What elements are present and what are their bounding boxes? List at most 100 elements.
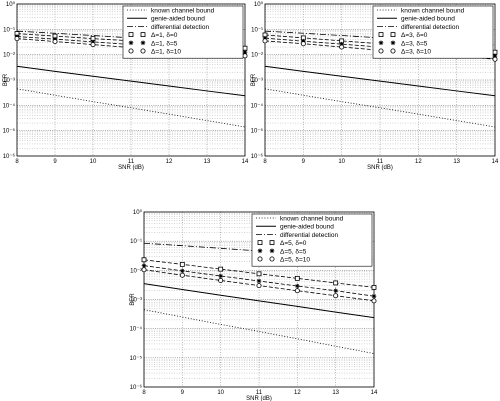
legend-label: Δ=5, δ=10 [280,257,310,264]
x-tick-label: 9 [53,159,57,165]
data-point [301,38,306,44]
legend-marker [390,32,396,37]
y-tick-label: 10⁻¹ [3,27,15,33]
data-point [371,298,377,304]
data-point [256,283,262,289]
data-point [294,275,300,281]
y-tick-label: 10⁻¹ [251,27,263,33]
legend-marker [140,48,146,54]
y-tick-label: 10⁰ [6,1,16,8]
y-tick-label: 10⁰ [133,209,143,216]
data-point [179,272,185,278]
y-tick-label: 10⁻⁵ [251,128,264,135]
data-point [300,41,306,47]
data-point [333,288,338,294]
legend-label: known channel bound [151,8,215,15]
legend-marker [257,248,263,254]
legend-marker [128,48,134,54]
series-line [264,65,496,97]
x-tick-label: 8 [15,159,19,165]
y-tick-label: 10⁻² [130,268,142,274]
legend-label: differential detection [401,24,459,31]
x-tick-label: 14 [242,159,249,165]
data-point [242,45,248,51]
y-tick-label: 10⁻⁶ [3,153,16,160]
legend-marker [128,32,134,37]
data-point [90,42,96,48]
data-point [333,293,339,299]
series-line [16,88,246,128]
axes-frame [16,3,246,157]
x-tick-label: 12 [166,159,173,165]
y-tick-label: 10⁻⁵ [130,355,143,362]
y-tick-label: 10⁻⁵ [3,128,16,135]
legend-marker [257,240,263,246]
data-point [218,277,224,283]
legend-marker [257,256,263,262]
data-point [180,268,185,274]
legend-label: genie-aided bound [280,224,334,231]
x-tick-label: 8 [263,159,267,165]
legend-marker [378,48,384,54]
x-tick-label: 9 [181,390,185,396]
x-tick-label: 13 [204,159,211,165]
legend-marker [269,256,275,262]
legend-marker [390,40,396,46]
x-tick-label: 13 [332,390,339,396]
legend-marker [378,32,384,37]
data-point [14,36,20,42]
legend-marker [269,240,275,246]
data-point [218,266,224,272]
data-point [262,35,268,41]
x-tick-label: 11 [256,390,263,396]
data-point [90,39,96,45]
x-tick-label: 12 [294,390,301,396]
y-tick-label: 10⁻⁶ [130,384,143,391]
y-tick-label: 10⁻² [251,53,263,59]
x-tick-label: 10 [90,159,97,165]
y-tick-label: 10⁰ [254,1,264,8]
data-point [242,49,248,55]
legend-label: Δ=1, δ=10 [151,49,181,56]
data-point [294,288,300,294]
x-tick-label: 14 [492,159,499,165]
x-tick-label: 11 [377,159,384,165]
data-point [52,39,58,45]
data-point [492,53,498,59]
data-point [218,273,223,279]
x-tick-label: 14 [371,390,378,396]
data-point [371,293,377,299]
y-tick-label: 10⁻³ [130,298,142,304]
y-tick-label: 10⁻³ [3,78,15,84]
legend-label: known channel bound [280,216,344,223]
chart-panel: 10⁰ 10⁻¹ 10⁻² 10⁻³ 10⁻⁴ 10⁻⁵ 10⁻⁶8 9 10 11 12 13 14 S… [3,1,249,171]
y-axis-label: BER [3,73,9,86]
x-tick-label: 8 [142,390,146,396]
legend-marker [378,40,384,46]
data-point [371,284,377,290]
data-point [339,44,345,50]
series-line [143,283,375,319]
y-tick-label: 10⁻⁴ [130,326,143,333]
legend-label: genie-aided bound [401,16,455,23]
legend-marker [140,40,146,46]
y-tick-label: 10⁻⁶ [251,153,264,160]
x-tick-label: 12 [415,159,422,165]
legend-label: Δ=1, δ=0 [151,32,178,39]
legend-label: known channel bound [401,8,465,15]
series-line [16,65,246,97]
legend-label: Δ=3, δ=0 [401,32,428,39]
x-axis-label: SNR (dB) [367,165,393,171]
y-tick-label: 10⁻¹ [130,239,142,245]
x-tick-label: 11 [128,159,135,165]
data-point [262,38,268,44]
x-axis-label: SNR (dB) [118,165,144,171]
chart-panel: 10⁰ 10⁻¹ 10⁻² 10⁻³ 10⁻⁴ 10⁻⁵ 10⁻⁶8 9 10 11 12 13 14 S… [130,209,378,401]
data-point [492,49,498,55]
y-tick-label: 10⁻² [3,53,15,59]
legend-marker [140,32,146,37]
